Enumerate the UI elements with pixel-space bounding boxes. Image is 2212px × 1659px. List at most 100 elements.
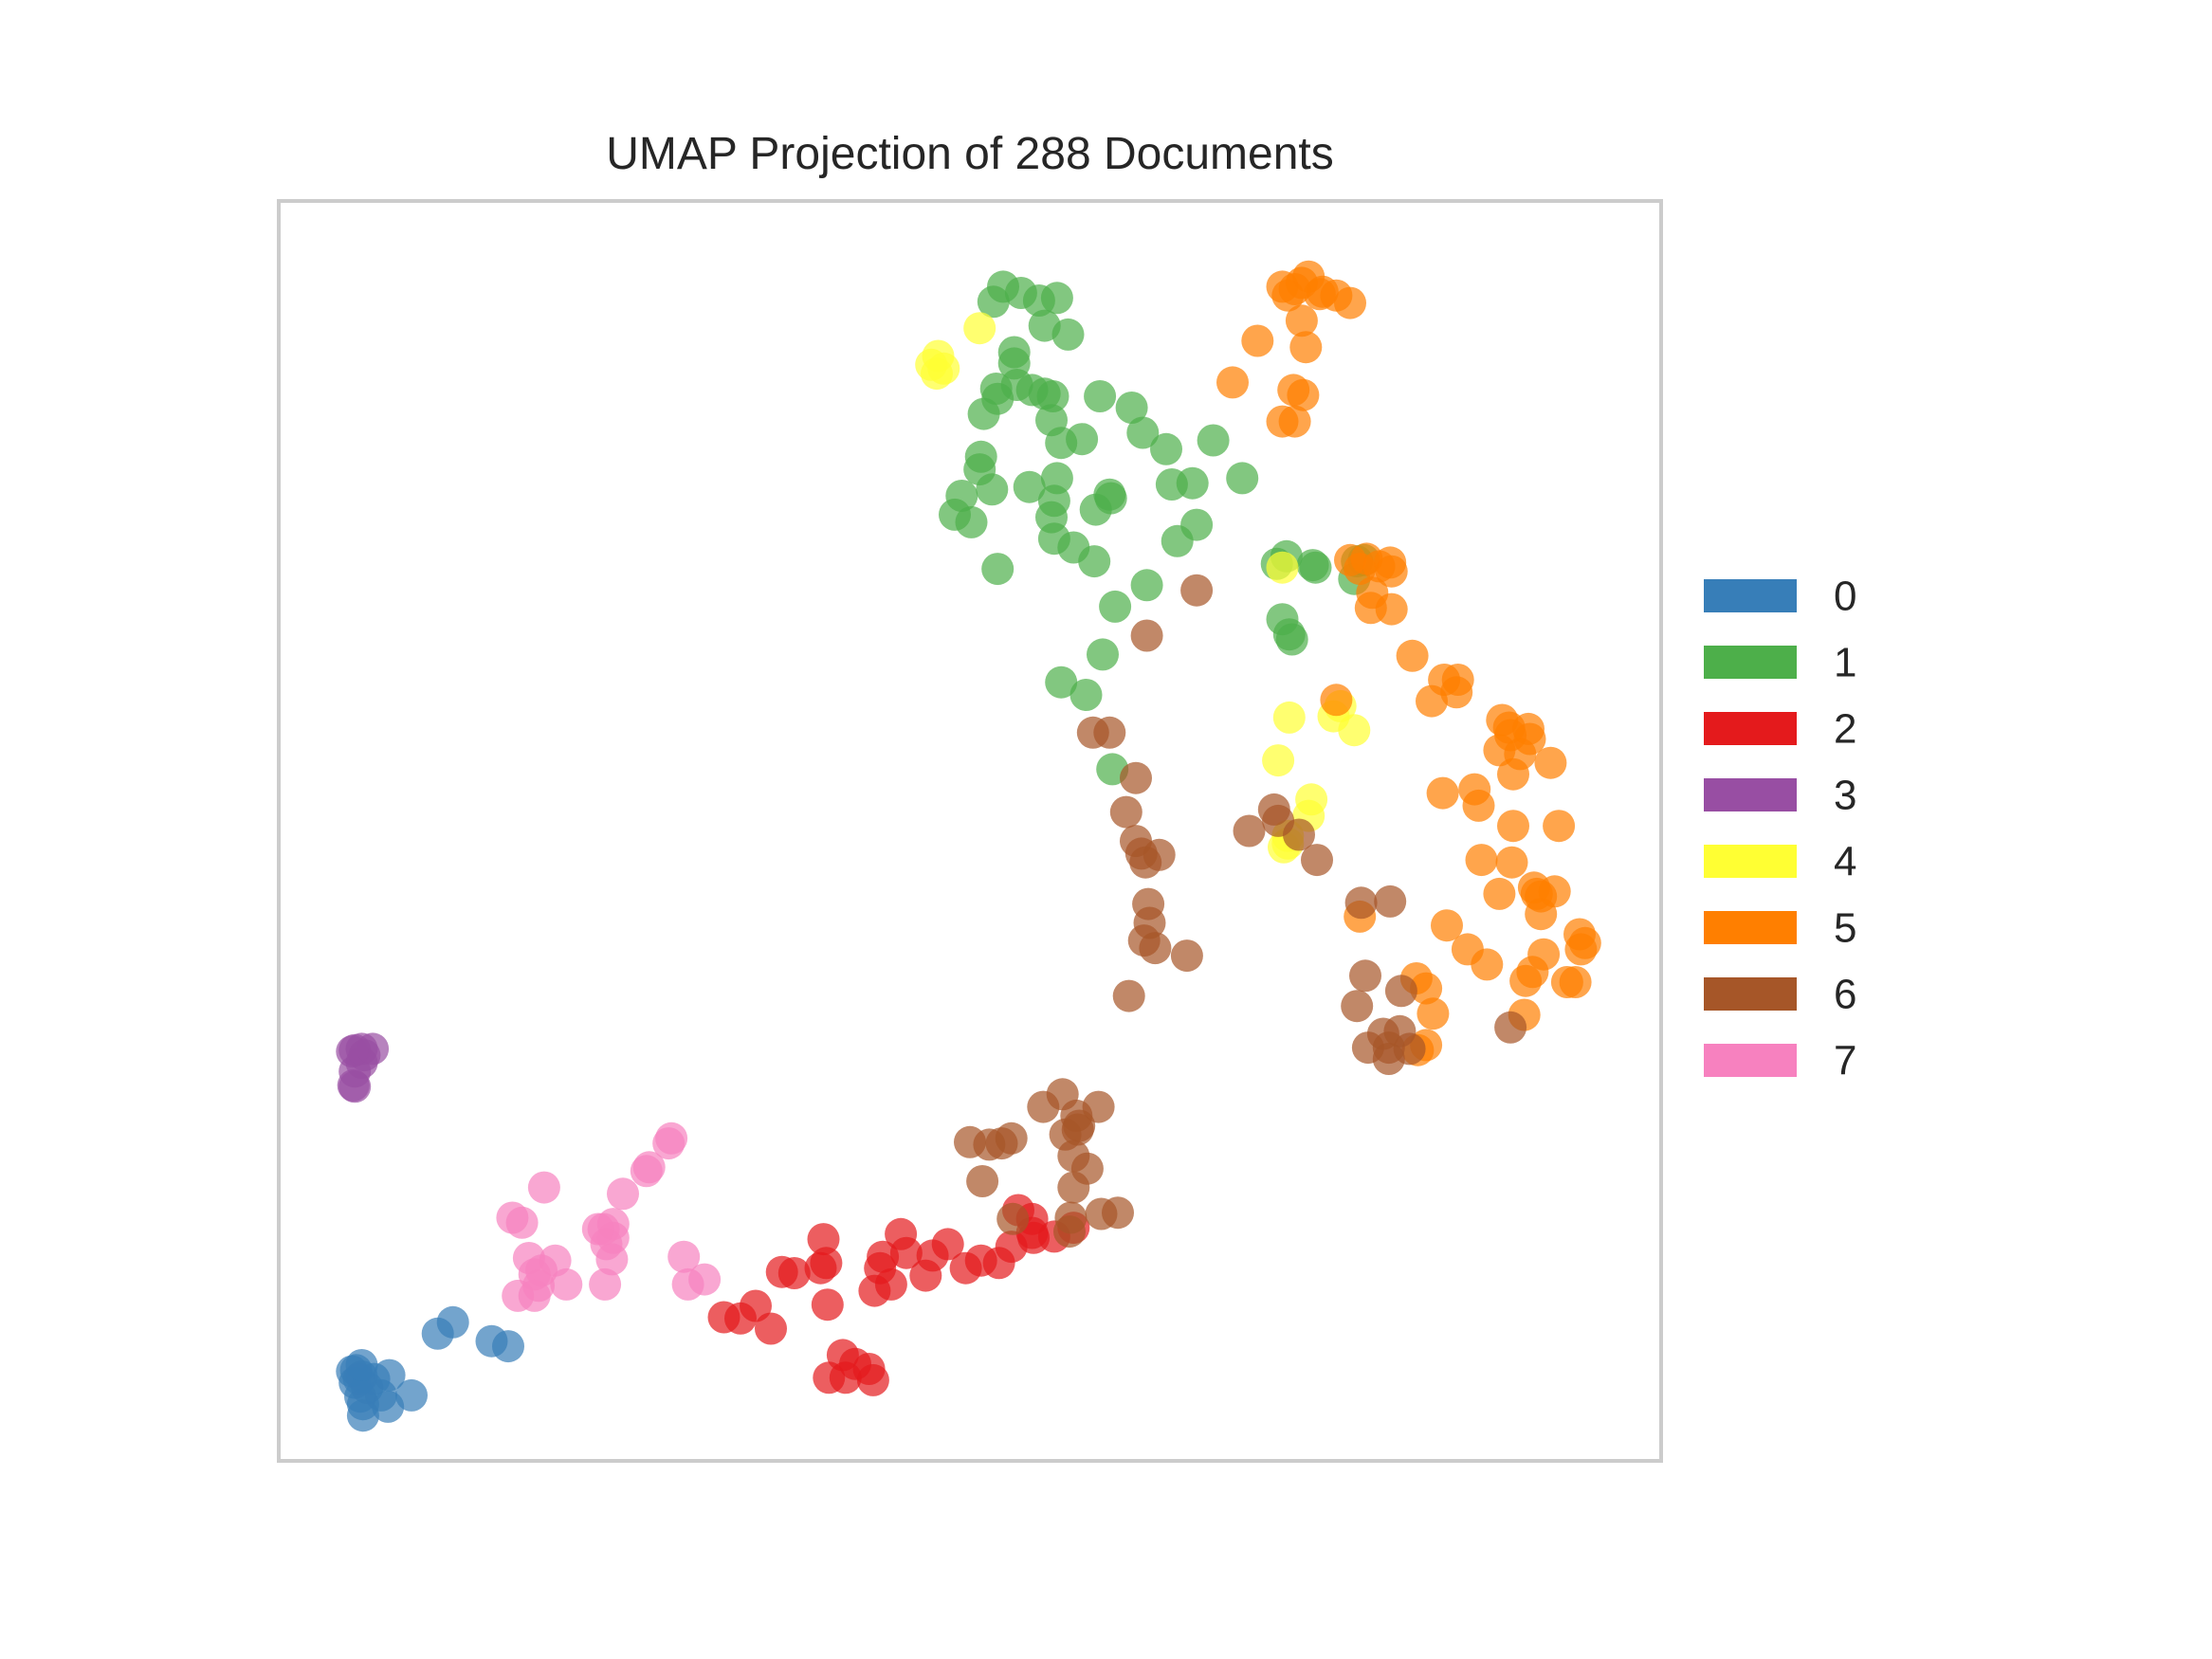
point-series-6 [1027, 1090, 1060, 1123]
point-series-5 [1287, 378, 1320, 411]
point-series-6 [1130, 619, 1163, 652]
point-series-6 [1257, 793, 1290, 826]
point-series-6 [1180, 574, 1214, 607]
point-series-1 [1115, 392, 1148, 424]
point-series-2 [931, 1228, 964, 1261]
point-series-1 [967, 397, 1000, 430]
legend-label-3: 3 [1834, 773, 1856, 819]
point-series-6 [1053, 1215, 1086, 1249]
legend-swatch-7 [1704, 1044, 1797, 1077]
point-series-4 [927, 352, 960, 385]
point-series-1 [1066, 423, 1099, 456]
legend-label-6: 6 [1834, 972, 1856, 1018]
point-series-1 [981, 553, 1015, 586]
point-series-5 [1285, 304, 1318, 337]
series-7 [496, 1121, 722, 1312]
point-series-0 [492, 1330, 524, 1363]
point-series-2 [807, 1223, 840, 1256]
point-series-5 [1375, 555, 1408, 588]
point-series-1 [1161, 524, 1194, 557]
point-series-4 [963, 312, 996, 345]
point-series-6 [1109, 795, 1143, 829]
point-series-6 [1341, 990, 1374, 1023]
legend-swatch-3 [1704, 778, 1797, 811]
legend-label-4: 4 [1834, 839, 1856, 885]
points-layer [336, 260, 1601, 1432]
point-series-6 [1344, 886, 1378, 920]
point-series-6 [966, 1165, 999, 1197]
point-series-5 [1441, 664, 1474, 696]
point-series-2 [810, 1247, 843, 1280]
point-series-5 [1516, 956, 1549, 989]
point-series-6 [1093, 716, 1126, 749]
point-series-5 [1241, 324, 1274, 357]
legend: 0 1 2 3 4 5 6 7 [1704, 574, 1856, 1085]
point-series-5 [1289, 331, 1323, 364]
point-series-5 [1486, 703, 1519, 737]
point-series-5 [1417, 997, 1450, 1030]
point-series-0 [346, 1399, 379, 1432]
legend-swatch-5 [1704, 911, 1797, 944]
point-series-1 [1084, 380, 1117, 412]
point-series-1 [1197, 424, 1230, 457]
point-series-6 [1384, 975, 1417, 1008]
point-series-6 [995, 1121, 1028, 1155]
point-series-1 [955, 505, 988, 538]
series-3 [336, 1032, 390, 1103]
point-series-0 [345, 1349, 378, 1381]
point-series-5 [1410, 972, 1443, 1005]
point-series-6 [1374, 884, 1407, 918]
point-series-1 [1130, 569, 1163, 602]
point-series-0 [395, 1378, 428, 1412]
point-series-2 [765, 1255, 798, 1288]
point-series-7 [595, 1243, 629, 1276]
point-series-2 [724, 1302, 757, 1335]
point-series-5 [1334, 286, 1366, 319]
legend-swatch-1 [1704, 646, 1797, 679]
series-2 [707, 1194, 1090, 1396]
series-5 [1216, 260, 1601, 1066]
point-series-1 [1299, 551, 1332, 584]
legend-swatch-6 [1704, 977, 1797, 1011]
point-series-4 [1262, 744, 1295, 777]
point-series-5 [1375, 592, 1408, 626]
point-series-6 [1102, 1196, 1134, 1230]
point-series-1 [1099, 590, 1132, 623]
point-series-5 [1416, 684, 1448, 718]
chart-title: UMAP Projection of 288 Documents [606, 129, 1333, 179]
point-series-5 [1564, 933, 1598, 966]
point-series-6 [1393, 1032, 1426, 1066]
legend-swatch-0 [1704, 579, 1797, 612]
point-series-5 [1431, 909, 1463, 942]
point-series-7 [667, 1240, 701, 1273]
point-series-7 [607, 1177, 639, 1211]
point-series-3 [337, 1069, 370, 1102]
series-0 [336, 1305, 524, 1432]
point-series-1 [1226, 462, 1259, 495]
legend-label-5: 5 [1834, 905, 1856, 952]
legend-swatch-4 [1704, 845, 1797, 878]
point-series-6 [1112, 979, 1145, 1012]
point-series-2 [811, 1288, 844, 1322]
point-series-6 [1233, 814, 1266, 848]
point-series-1 [1272, 618, 1306, 651]
point-series-5 [1465, 844, 1498, 877]
point-series-7 [505, 1206, 539, 1239]
point-series-5 [1543, 810, 1576, 843]
point-series-1 [964, 440, 997, 473]
point-series-7 [527, 1171, 560, 1204]
legend-label-0: 0 [1834, 574, 1856, 620]
point-series-2 [856, 1363, 889, 1396]
point-series-1 [1040, 282, 1073, 315]
point-series-6 [1283, 818, 1315, 851]
point-series-7 [652, 1127, 686, 1160]
point-series-6 [1301, 844, 1333, 877]
point-series-1 [1087, 638, 1119, 671]
point-series-6 [1120, 761, 1152, 794]
point-series-6 [1129, 846, 1162, 879]
point-series-5 [1278, 273, 1311, 305]
point-series-6 [1139, 932, 1172, 965]
point-series-5 [1483, 877, 1516, 910]
point-series-4 [1338, 714, 1371, 747]
